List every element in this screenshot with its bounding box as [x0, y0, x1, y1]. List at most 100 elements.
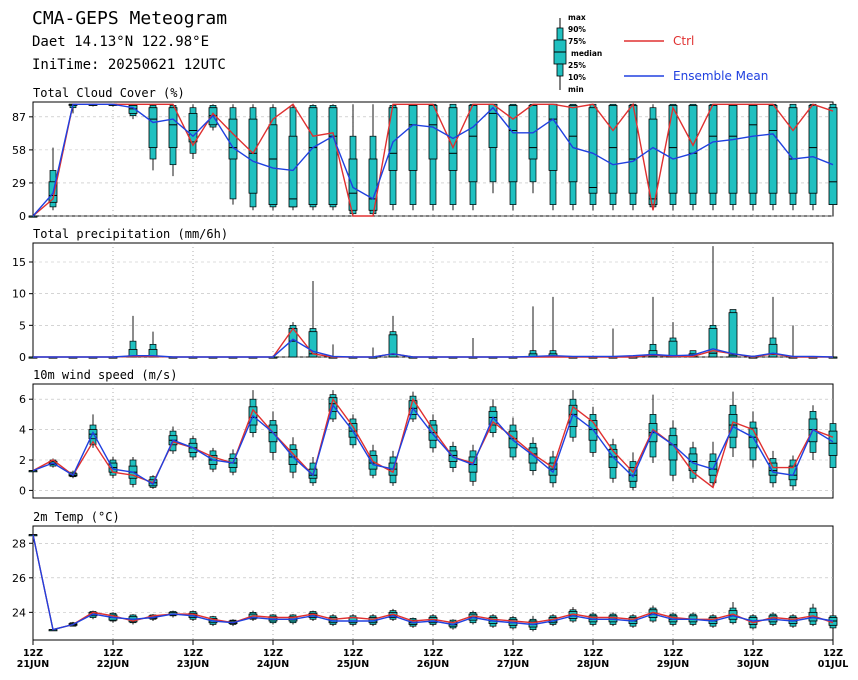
- boxplot: [248, 104, 258, 211]
- boxplot: [428, 103, 438, 211]
- boxplot: [768, 103, 778, 211]
- box-25-75: [428, 105, 438, 160]
- legend-boxplot-label: 10%: [568, 73, 586, 82]
- y-tick-label: 24: [12, 606, 26, 619]
- x-tick-label-date: 27JUN: [497, 659, 529, 670]
- boxplot: [28, 215, 38, 218]
- box-25-75: [688, 105, 698, 194]
- boxplot: [728, 309, 738, 358]
- box-25-75: [728, 413, 738, 438]
- box-25-75: [468, 105, 478, 183]
- x-tick-label-date: 28JUN: [577, 659, 609, 670]
- y-tick-label: 26: [12, 572, 26, 585]
- box-25-75: [608, 448, 618, 468]
- boxplot: [288, 104, 298, 211]
- box-25-75: [308, 331, 318, 358]
- boxplot: [228, 104, 238, 205]
- x-tick-label-hour: 12Z: [663, 648, 683, 659]
- boxplot: [588, 406, 598, 457]
- legend-ctrl-label: Ctrl: [673, 34, 694, 48]
- boxplot: [508, 103, 518, 211]
- init-time-label: IniTime: 20250621 12UTC: [32, 57, 226, 73]
- x-tick-label-hour: 12Z: [583, 648, 603, 659]
- box-25-75: [128, 105, 138, 114]
- legend-boxplot-label: 90%: [568, 25, 586, 34]
- boxplot: [568, 103, 578, 211]
- legend-boxplot-label: min: [568, 85, 584, 94]
- boxplot: [528, 103, 538, 194]
- box-25-75: [728, 105, 738, 194]
- legend-boxplot-glyph: [553, 18, 567, 90]
- box-25-75: [828, 107, 838, 205]
- box-25-75: [728, 312, 738, 358]
- box-25-75: [768, 105, 778, 194]
- boxplot: [768, 296, 778, 358]
- box-25-75: [788, 465, 798, 481]
- boxplot: [468, 103, 478, 211]
- ensemble-mean-line: [32, 534, 834, 631]
- box-25-75: [188, 113, 198, 143]
- box-25-75: [148, 107, 158, 148]
- y-tick-label: 0: [19, 351, 26, 364]
- boxplot: [448, 103, 458, 211]
- box-25-75: [708, 328, 718, 358]
- chart-panel: 10m wind speed (m/s) 0 2 4 6: [19, 368, 838, 499]
- box-25-75: [168, 107, 178, 148]
- box-25-75: [788, 107, 798, 194]
- y-tick-label: 0: [19, 210, 26, 223]
- boxplot: [708, 246, 718, 358]
- box-25-75: [348, 158, 358, 211]
- legend-boxplot-label: median: [571, 49, 602, 58]
- panel-title: 2m Temp (°C): [33, 510, 120, 524]
- boxplot: [348, 614, 358, 627]
- boxplot: [188, 104, 198, 159]
- y-tick-label: 0: [19, 484, 26, 497]
- box-25-75: [648, 118, 658, 205]
- box-25-75: [368, 158, 378, 211]
- box-25-75: [328, 107, 338, 205]
- boxplot: [28, 470, 38, 473]
- y-tick-label: 15: [12, 256, 26, 269]
- x-tick-label-hour: 12Z: [103, 648, 123, 659]
- panel-title: Total precipitation (mm/6h): [33, 227, 228, 241]
- boxplot: [788, 455, 798, 491]
- box-25-75: [768, 462, 778, 476]
- x-tick-label-hour: 12Z: [183, 648, 203, 659]
- boxplot: [608, 103, 618, 211]
- box-25-75: [628, 467, 638, 482]
- boxplot: [328, 104, 338, 211]
- boxplot: [748, 103, 758, 211]
- boxplot: [488, 103, 498, 194]
- y-tick-label: 5: [19, 319, 26, 332]
- x-tick-label-date: 24JUN: [257, 659, 289, 670]
- boxplot: [268, 104, 278, 211]
- x-tick-label-date: 21JUN: [17, 659, 49, 670]
- box-25-75: [388, 334, 398, 358]
- legend-mean-label: Ensemble Mean: [673, 69, 768, 83]
- x-tick-label-hour: 12Z: [503, 648, 523, 659]
- y-tick-label: 28: [12, 537, 26, 550]
- y-tick-label: 29: [12, 177, 26, 190]
- boxplot: [668, 103, 678, 211]
- box-25-75: [708, 105, 718, 194]
- box-25-75: [668, 340, 678, 358]
- boxplot: [588, 103, 598, 211]
- y-tick-label: 6: [19, 393, 26, 406]
- boxplot: [308, 104, 318, 211]
- ensemble-mean-line: [32, 403, 834, 486]
- boxplot: [408, 103, 418, 211]
- x-tick-label-hour: 12Z: [23, 648, 43, 659]
- x-tick-label-date: 23JUN: [177, 659, 209, 670]
- chart-panel: Total precipitation (mm/6h) 0 5 10 15: [12, 227, 838, 364]
- legend-boxplot-label: 75%: [568, 37, 586, 46]
- x-tick-label-date: 29JUN: [657, 659, 689, 670]
- legend-boxplot-label: max: [568, 13, 586, 22]
- panel-title: Total Cloud Cover (%): [33, 86, 185, 100]
- x-tick-label-date: 25JUN: [337, 659, 369, 670]
- y-tick-label: 10: [12, 288, 26, 301]
- boxplot: [768, 450, 778, 488]
- panel-title: 10m wind speed (m/s): [33, 368, 178, 382]
- boxplot: [828, 411, 838, 476]
- y-tick-label: 87: [12, 111, 26, 124]
- legend-boxplot-label: 25%: [568, 61, 586, 70]
